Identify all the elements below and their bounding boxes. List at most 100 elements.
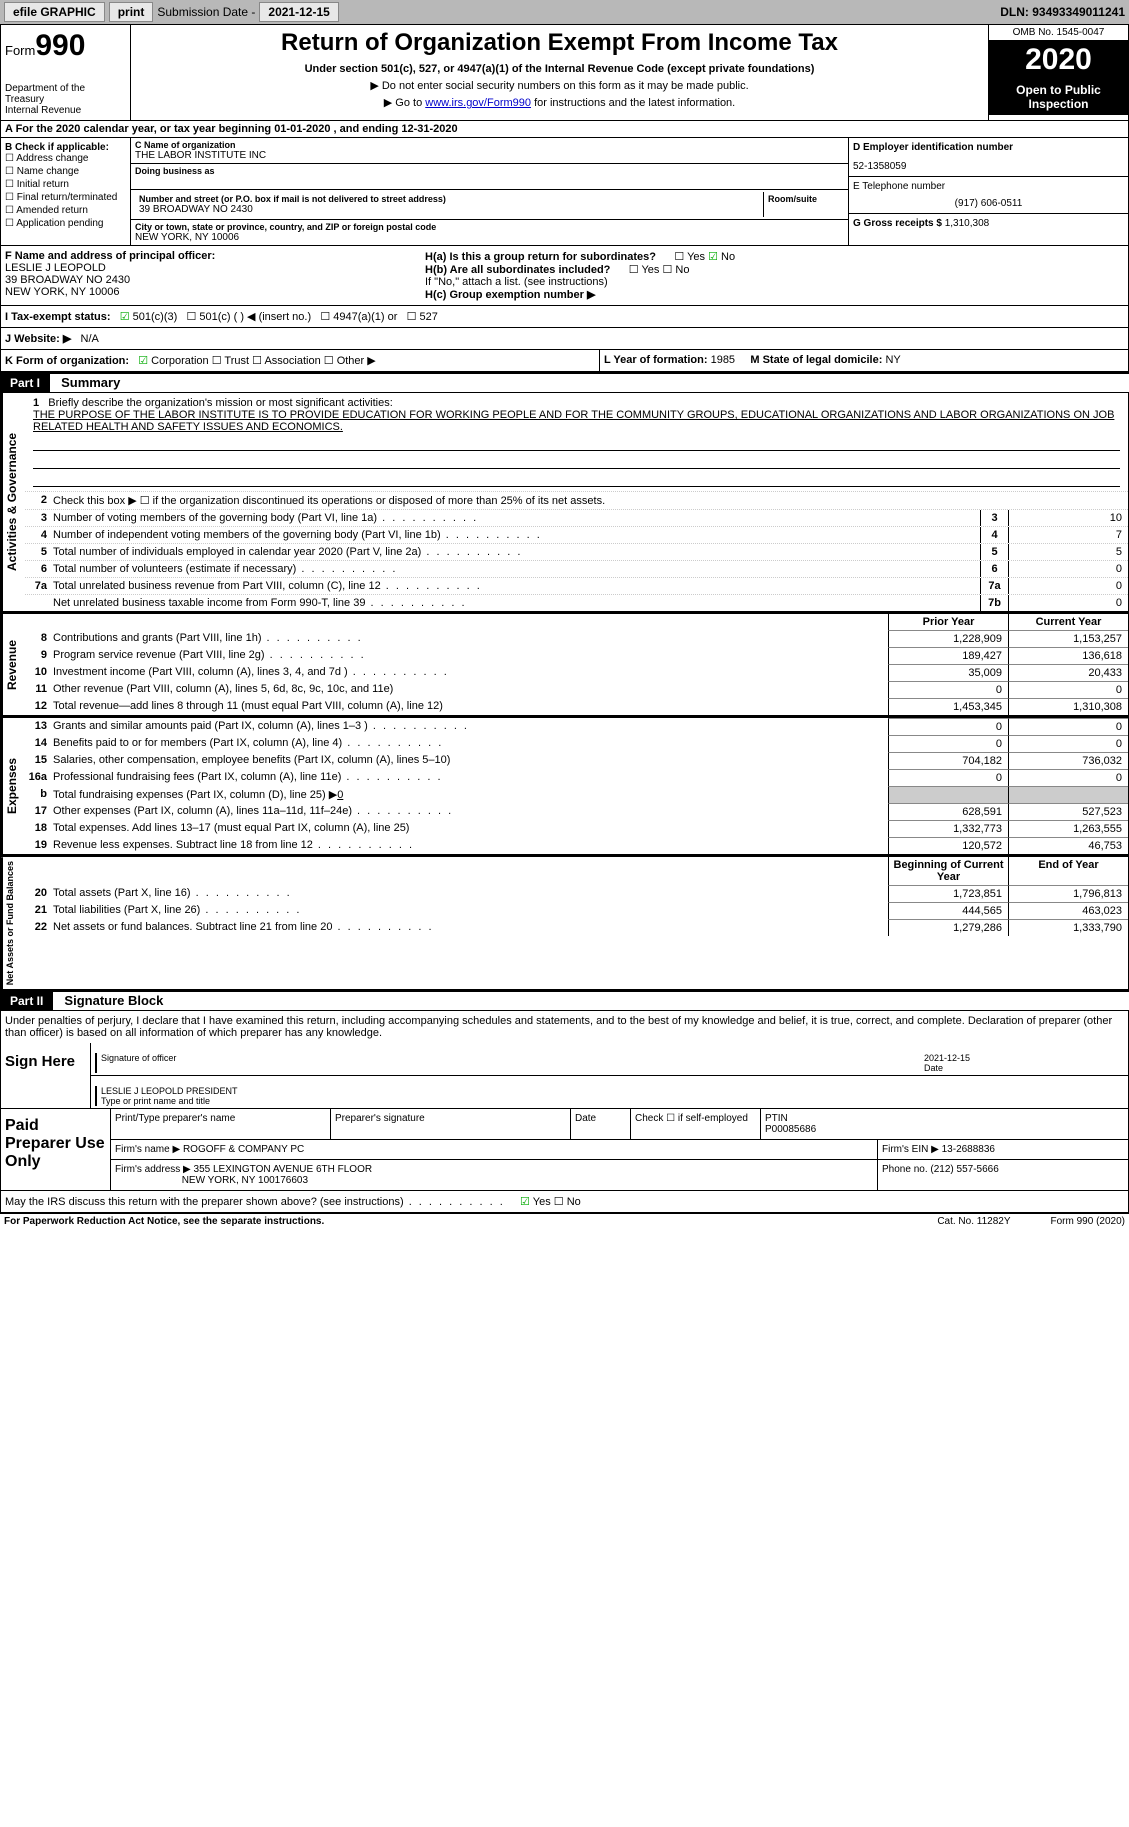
omb-number: OMB No. 1545-0047 bbox=[989, 25, 1128, 41]
k-trust[interactable]: Trust bbox=[212, 355, 249, 367]
cat-no: Cat. No. 11282Y bbox=[937, 1216, 1010, 1227]
v18-cy: 1,263,555 bbox=[1008, 820, 1128, 837]
hb-no[interactable]: No bbox=[662, 264, 689, 276]
mission-label: Briefly describe the organization's miss… bbox=[48, 397, 392, 409]
ha-yes[interactable]: Yes bbox=[674, 251, 705, 263]
part-1-header: Part I Summary bbox=[0, 372, 1129, 393]
form-subtitle: Under section 501(c), 527, or 4947(a)(1)… bbox=[135, 63, 984, 75]
k-other[interactable]: Other ▶ bbox=[324, 355, 376, 367]
v14-py: 0 bbox=[888, 735, 1008, 752]
v11-py: 0 bbox=[888, 681, 1008, 698]
line-4: Number of independent voting members of … bbox=[53, 527, 980, 543]
discuss-yes[interactable]: Yes bbox=[520, 1196, 551, 1208]
preparer-date-label: Date bbox=[571, 1109, 631, 1139]
line-6: Total number of volunteers (estimate if … bbox=[53, 561, 980, 577]
firm-addr-label: Firm's address ▶ bbox=[115, 1164, 191, 1175]
box-b: B Check if applicable: Address change Na… bbox=[1, 138, 131, 245]
preparer-name-label: Print/Type preparer's name bbox=[111, 1109, 331, 1139]
org-name-label: C Name of organization bbox=[135, 140, 844, 150]
v11-cy: 0 bbox=[1008, 681, 1128, 698]
check-amended[interactable]: Amended return bbox=[5, 205, 126, 216]
sign-here-label: Sign Here bbox=[1, 1043, 91, 1108]
i-527[interactable]: 527 bbox=[407, 311, 438, 323]
check-application-pending[interactable]: Application pending bbox=[5, 218, 126, 229]
hb-yes[interactable]: Yes bbox=[629, 264, 660, 276]
dept-treasury: Department of the Treasury bbox=[5, 83, 126, 105]
ein-label: D Employer identification number bbox=[853, 142, 1013, 153]
val-3: 10 bbox=[1008, 510, 1128, 526]
paperwork-notice: For Paperwork Reduction Act Notice, see … bbox=[4, 1216, 324, 1227]
section-expenses: Expenses 13Grants and similar amounts pa… bbox=[0, 716, 1129, 855]
v18-py: 1,332,773 bbox=[888, 820, 1008, 837]
section-activities: Activities & Governance 1 Briefly descri… bbox=[0, 393, 1129, 612]
v17-cy: 527,523 bbox=[1008, 803, 1128, 820]
val-7b: 0 bbox=[1008, 595, 1128, 611]
i-501c[interactable]: 501(c) ( ) ◀ (insert no.) bbox=[186, 311, 311, 323]
v22-cy: 1,333,790 bbox=[1008, 919, 1128, 936]
discuss-text: May the IRS discuss this return with the… bbox=[5, 1196, 505, 1208]
city-label: City or town, state or province, country… bbox=[135, 222, 844, 232]
end-year-header: End of Year bbox=[1008, 857, 1128, 885]
street-address: 39 BROADWAY NO 2430 bbox=[139, 204, 759, 215]
line-14: Benefits paid to or for members (Part IX… bbox=[53, 735, 888, 752]
line-2: Check this box ▶ ☐ if the organization d… bbox=[53, 492, 1128, 509]
check-initial-return[interactable]: Initial return bbox=[5, 179, 126, 190]
form-header: Form990 Department of the Treasury Inter… bbox=[0, 24, 1129, 121]
block-fh: F Name and address of principal officer:… bbox=[0, 246, 1129, 306]
date-label: Date bbox=[924, 1063, 943, 1073]
v12-cy: 1,310,308 bbox=[1008, 698, 1128, 715]
side-revenue: Revenue bbox=[1, 614, 25, 715]
self-employed-check[interactable]: Check ☐ if self-employed bbox=[631, 1109, 761, 1139]
v17-py: 628,591 bbox=[888, 803, 1008, 820]
line-12: Total revenue—add lines 8 through 11 (mu… bbox=[53, 698, 888, 715]
efile-button[interactable]: efile GRAPHIC bbox=[4, 2, 105, 22]
mission-text: THE PURPOSE OF THE LABOR INSTITUTE IS TO… bbox=[33, 409, 1114, 433]
print-button[interactable]: print bbox=[109, 2, 154, 22]
firm-ein: 13-2688836 bbox=[942, 1144, 995, 1155]
line-18: Total expenses. Add lines 13–17 (must eq… bbox=[53, 820, 888, 837]
v15-py: 704,182 bbox=[888, 752, 1008, 769]
part-1-title: Summary bbox=[53, 375, 120, 390]
org-name: THE LABOR INSTITUTE INC bbox=[135, 150, 844, 161]
discuss-no[interactable]: No bbox=[554, 1196, 581, 1208]
street-label: Number and street (or P.O. box if mail i… bbox=[139, 194, 759, 204]
form-title: Return of Organization Exempt From Incom… bbox=[135, 29, 984, 57]
i-4947[interactable]: 4947(a)(1) or bbox=[320, 311, 397, 323]
open-to-public: Open to PublicInspection bbox=[989, 79, 1128, 115]
telephone-label: E Telephone number bbox=[853, 181, 945, 192]
i-501c3[interactable]: 501(c)(3) bbox=[120, 311, 178, 323]
v10-py: 35,009 bbox=[888, 664, 1008, 681]
ptin-label: PTIN bbox=[765, 1113, 788, 1124]
box-h: H(a) Is this a group return for subordin… bbox=[421, 246, 1128, 305]
gross-receipts-value: 1,310,308 bbox=[945, 218, 990, 229]
firm-ein-label: Firm's EIN ▶ bbox=[882, 1144, 939, 1155]
v9-cy: 136,618 bbox=[1008, 647, 1128, 664]
line-klm: K Form of organization: Corporation Trus… bbox=[0, 350, 1129, 372]
firm-phone-label: Phone no. bbox=[882, 1164, 928, 1175]
v16a-cy: 0 bbox=[1008, 769, 1128, 786]
part-2-label: Part II bbox=[0, 992, 53, 1010]
website-value: N/A bbox=[81, 333, 99, 345]
discuss-row: May the IRS discuss this return with the… bbox=[0, 1191, 1129, 1213]
k-assoc[interactable]: Association bbox=[252, 355, 321, 367]
line-j: J Website: ▶ N/A bbox=[0, 328, 1129, 350]
k-corp[interactable]: Corporation bbox=[138, 355, 208, 367]
line-16a: Professional fundraising fees (Part IX, … bbox=[53, 769, 888, 786]
line-21: Total liabilities (Part X, line 26) bbox=[53, 902, 888, 919]
top-toolbar: efile GRAPHIC print Submission Date - 20… bbox=[0, 0, 1129, 24]
side-expenses: Expenses bbox=[1, 718, 25, 854]
check-address-change[interactable]: Address change bbox=[5, 153, 126, 164]
v16a-py: 0 bbox=[888, 769, 1008, 786]
line-8: Contributions and grants (Part VIII, lin… bbox=[53, 630, 888, 647]
officer-city: NEW YORK, NY 10006 bbox=[5, 286, 120, 298]
box-de: D Employer identification number 52-1358… bbox=[848, 138, 1128, 245]
box-b-title: B Check if applicable: bbox=[5, 142, 109, 153]
check-final-return[interactable]: Final return/terminated bbox=[5, 192, 126, 203]
gross-receipts-label: G Gross receipts $ bbox=[853, 218, 942, 229]
current-year-header: Current Year bbox=[1008, 614, 1128, 630]
line-5: Total number of individuals employed in … bbox=[53, 544, 980, 560]
check-name-change[interactable]: Name change bbox=[5, 166, 126, 177]
ha-no[interactable]: No bbox=[708, 251, 735, 263]
section-revenue: Revenue Prior YearCurrent Year 8Contribu… bbox=[0, 612, 1129, 716]
irs-link[interactable]: www.irs.gov/Form990 bbox=[425, 97, 531, 109]
